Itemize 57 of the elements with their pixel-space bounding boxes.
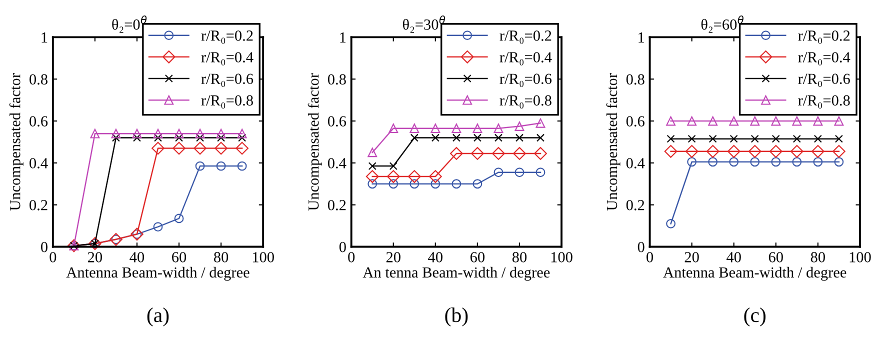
x-axis-title: Antenna Beam-width / degree: [66, 266, 250, 281]
x-tick-label: 100: [551, 252, 572, 262]
x-tick-label: 100: [252, 252, 274, 262]
y-tick-label: 0.6: [328, 116, 346, 127]
x-tick-label: 80: [512, 252, 527, 262]
x-tick-label: 20: [88, 252, 102, 262]
text: (b): [445, 308, 468, 326]
y-tick-label: 0.4: [626, 158, 645, 168]
legend-label: r/R₀=0.6: [500, 74, 552, 88]
x-tick-label: 40: [726, 252, 741, 262]
y-tick-label: 0.6: [30, 116, 48, 127]
x-tick-label: 0: [50, 252, 56, 262]
x-tick-label: 40: [428, 252, 442, 262]
x-tick-label: 0: [348, 252, 355, 262]
y-tick-label: 0.2: [626, 200, 644, 210]
y-tick-label: 0: [339, 242, 346, 252]
legend-label: r/R₀=0.4: [500, 52, 552, 66]
legend-label: r/R₀=0.8: [201, 95, 253, 109]
x-tick-label: 60: [470, 252, 485, 262]
legend-label: r/R₀=0.2: [500, 30, 552, 44]
legend-label: r/R₀=0.8: [798, 95, 850, 109]
x-tick-label: 0: [646, 252, 654, 262]
x-tick-label: 80: [214, 252, 228, 262]
x-axis-title: An tenna Beam-width / degree: [362, 266, 550, 281]
y-axis-title: Uncompensated factor: [606, 73, 620, 211]
y-tick-label: 0.8: [328, 74, 346, 85]
y-tick-label: 0.2: [30, 200, 48, 210]
legend-label: r/R₀=0.6: [201, 74, 254, 88]
x-tick-label: 60: [768, 252, 783, 262]
legend-label: r/R₀=0.4: [201, 52, 254, 66]
y-tick-label: 0.8: [626, 74, 644, 85]
y-tick-label: 0: [41, 242, 48, 252]
y-tick-label: 0.2: [328, 200, 346, 210]
legend-label: r/R₀=0.4: [798, 52, 850, 66]
legend-label: r/R₀=0.6: [798, 74, 850, 88]
y-tick-label: 0.4: [30, 158, 48, 168]
y-tick-label: 1: [340, 32, 346, 42]
y-tick-label: 0.8: [30, 74, 48, 85]
legend-label: r/R₀=0.8: [500, 95, 552, 109]
x-tick-label: 60: [172, 252, 186, 262]
x-axis-title: Antenna Beam-width / degree: [663, 266, 846, 281]
y-tick-label: 0.4: [328, 158, 346, 168]
x-tick-label: 80: [810, 252, 825, 262]
legend-label: r/R₀=0.2: [798, 30, 850, 44]
text: (a): [147, 308, 169, 326]
y-tick-label: 0.6: [626, 116, 644, 127]
x-tick-label: 20: [684, 252, 699, 262]
y-tick-label: 1: [42, 32, 48, 42]
y-tick-label: 1: [638, 32, 644, 42]
text: (c): [744, 308, 766, 326]
x-tick-label: 20: [386, 252, 400, 262]
y-axis-title: Uncompensated factor: [9, 73, 24, 211]
x-tick-label: 40: [130, 252, 144, 262]
x-tick-label: 100: [850, 252, 871, 262]
y-tick-label: 0: [638, 242, 644, 252]
legend-label: r/R₀=0.2: [201, 30, 253, 44]
y-axis-title: Uncompensated factor: [308, 73, 322, 211]
